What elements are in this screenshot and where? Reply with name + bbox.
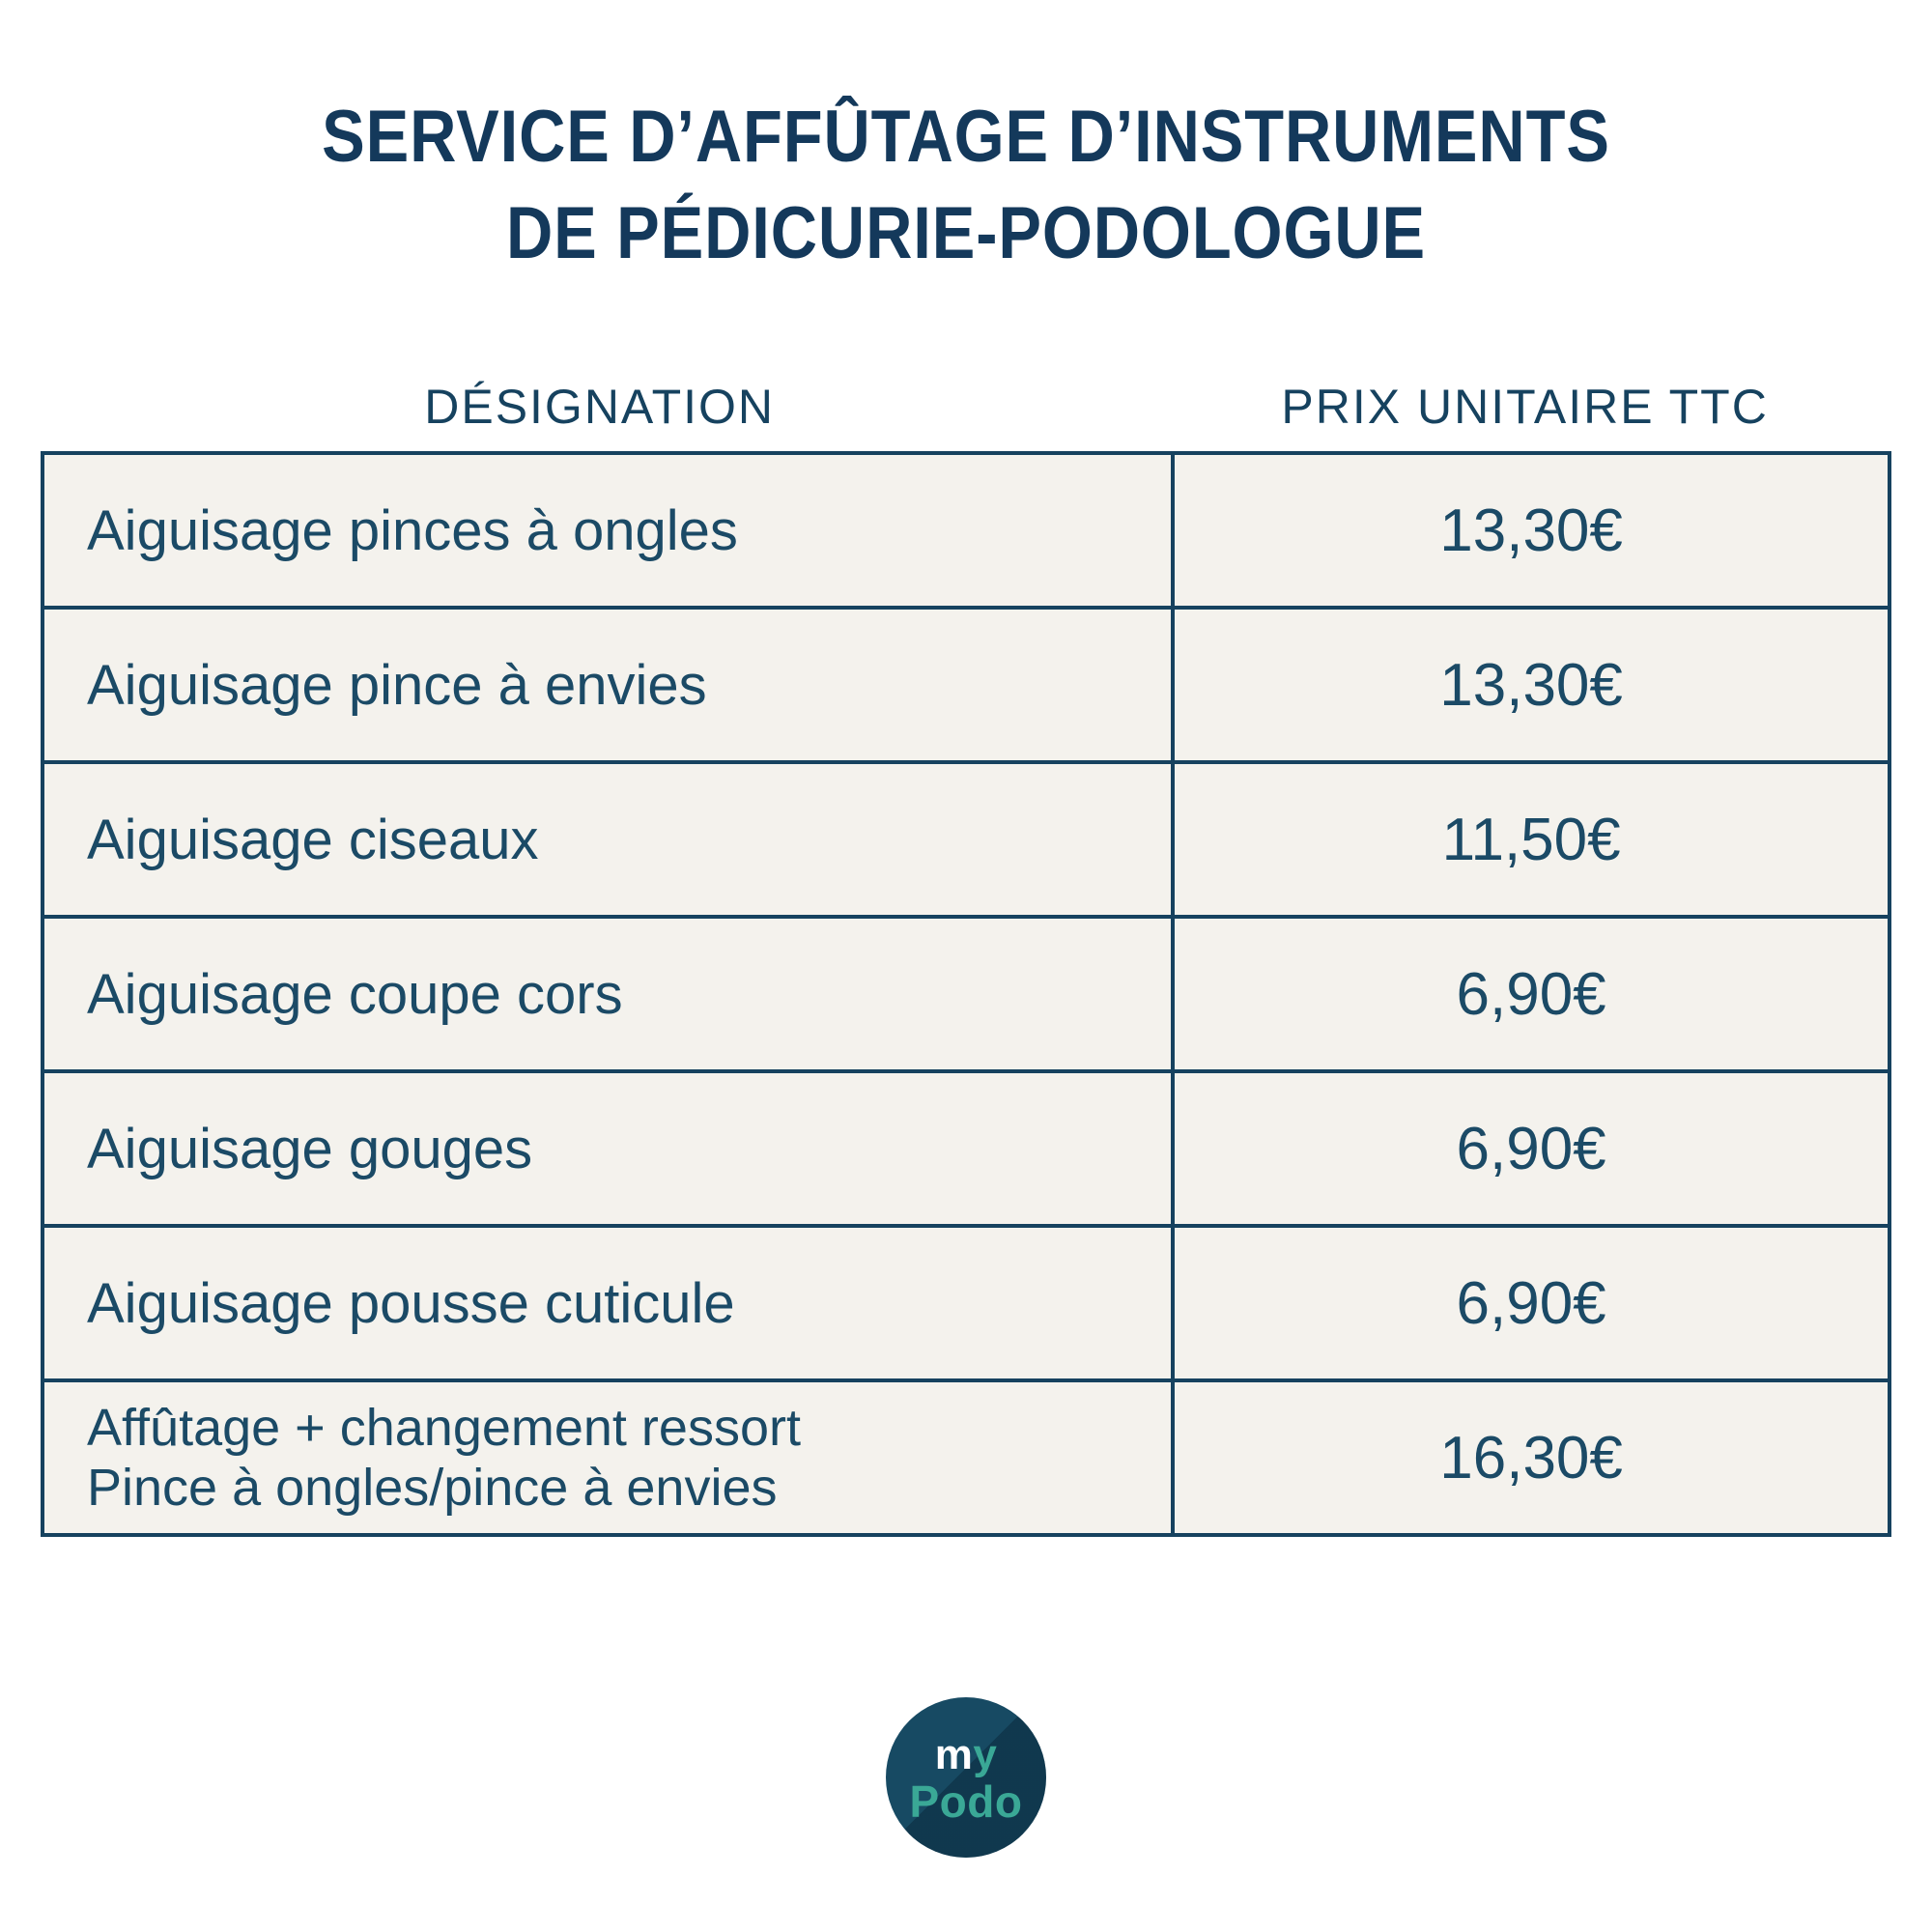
page-title: SERVICE D’AFFÛTAGE D’INSTRUMENTS DE PÉDI… — [0, 89, 1932, 282]
logo-text-my: my — [934, 1731, 998, 1778]
mypodo-logo: my Podo — [886, 1697, 1046, 1858]
designation-cell: Affûtage + changement ressort Pince à on… — [40, 1378, 1176, 1537]
column-header-price: PRIX UNITAIRE TTC — [1281, 380, 1769, 434]
designation-cell: Aiguisage ciseaux — [40, 760, 1176, 919]
designation-cell: Aiguisage coupe cors — [40, 915, 1176, 1073]
designation-cell: Aiguisage pince à envies — [40, 606, 1176, 764]
page-title-line1: SERVICE D’AFFÛTAGE D’INSTRUMENTS — [322, 96, 1610, 178]
designation-cell: Aiguisage pousse cuticule — [40, 1224, 1176, 1382]
page-title-line2: DE PÉDICURIE-PODOLOGUE — [505, 192, 1427, 274]
table-row: Aiguisage pinces à ongles 13,30€ — [40, 451, 1891, 610]
price-cell: 16,30€ — [1171, 1378, 1891, 1537]
price-cell: 6,90€ — [1171, 1069, 1891, 1228]
table-row: Aiguisage ciseaux 11,50€ — [40, 760, 1891, 919]
price-table: Aiguisage pinces à ongles 13,30€ Aiguisa… — [40, 451, 1891, 1537]
price-cell: 6,90€ — [1171, 1224, 1891, 1382]
logo-text-podo: Podo — [909, 1776, 1023, 1827]
table-row: Aiguisage coupe cors 6,90€ — [40, 915, 1891, 1073]
price-cell: 13,30€ — [1171, 606, 1891, 764]
logo-text: my Podo — [886, 1697, 1046, 1858]
column-header-designation: DÉSIGNATION — [424, 380, 776, 434]
table-row: Aiguisage pousse cuticule 6,90€ — [40, 1224, 1891, 1382]
table-row: Aiguisage gouges 6,90€ — [40, 1069, 1891, 1228]
designation-line1: Affûtage + changement ressort — [87, 1399, 801, 1457]
logo-longshadow — [886, 1697, 1046, 1858]
price-cell: 6,90€ — [1171, 915, 1891, 1073]
table-row: Affûtage + changement ressort Pince à on… — [40, 1378, 1891, 1537]
table-row: Aiguisage pince à envies 13,30€ — [40, 606, 1891, 764]
price-cell: 11,50€ — [1171, 760, 1891, 919]
designation-cell: Aiguisage gouges — [40, 1069, 1176, 1228]
designation-cell: Aiguisage pinces à ongles — [40, 451, 1176, 610]
column-headers: DÉSIGNATION PRIX UNITAIRE TTC — [41, 375, 1891, 439]
price-cell: 13,30€ — [1171, 451, 1891, 610]
designation-line2: Pince à ongles/pince à envies — [87, 1459, 778, 1517]
